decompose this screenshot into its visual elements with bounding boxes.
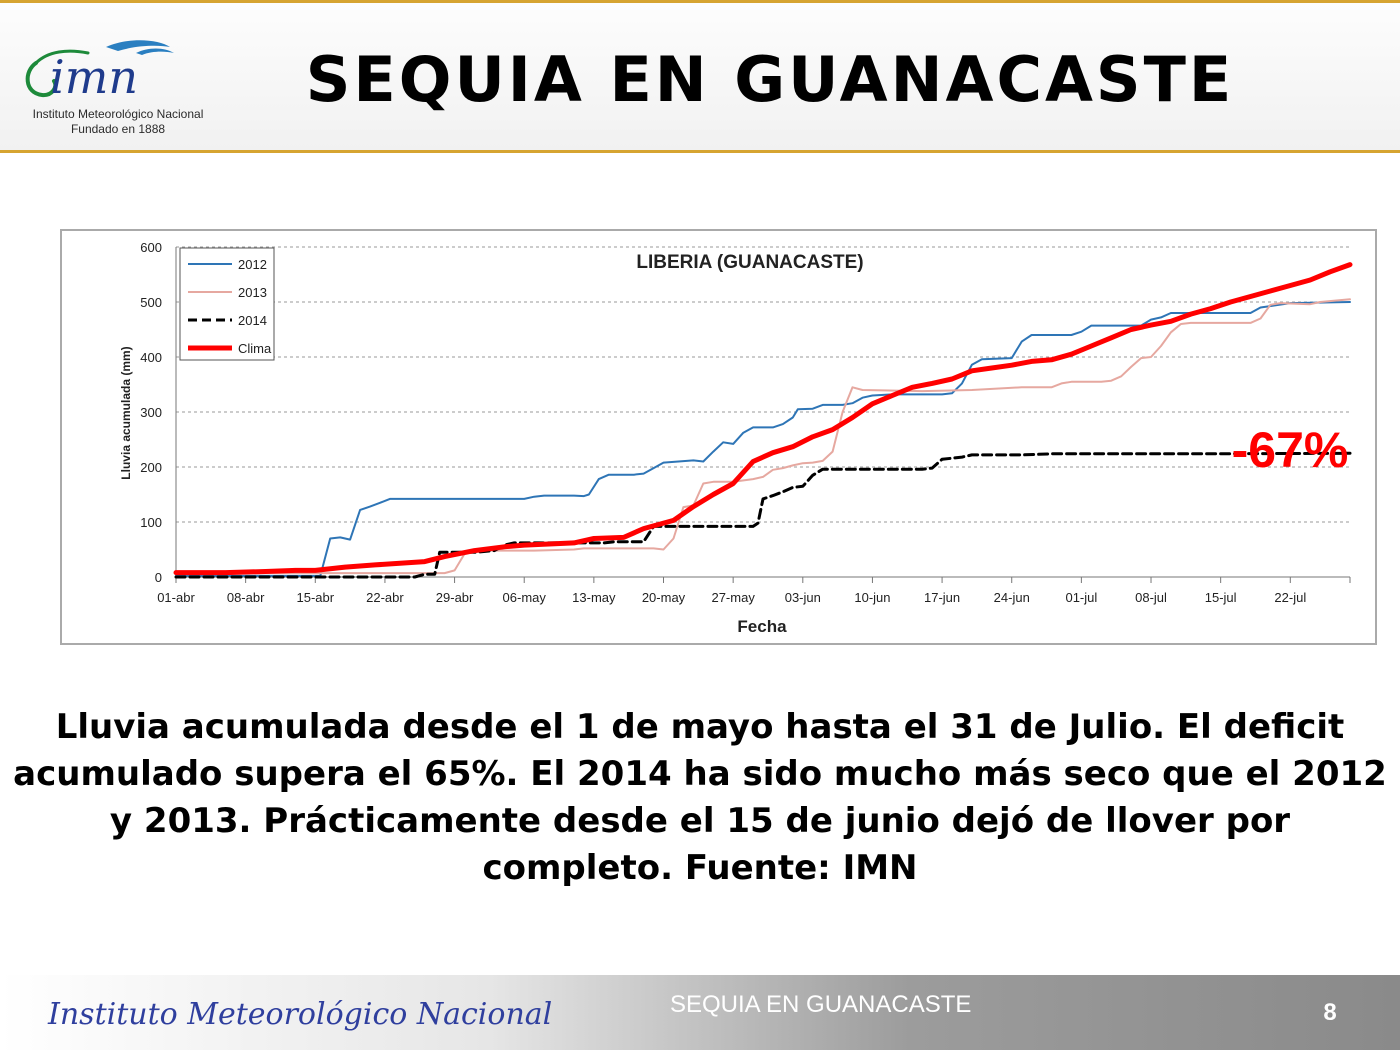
chart-series <box>173 262 1353 579</box>
slide-header: imn Instituto Meteorológico Nacional Fun… <box>0 0 1400 153</box>
x-axis-title: Fecha <box>737 617 787 636</box>
x-tick-label: 08-jul <box>1135 590 1167 605</box>
legend-label-2014: 2014 <box>238 313 267 328</box>
slide-footer: Instituto Meteorológico Nacional SEQUIA … <box>0 975 1400 1050</box>
y-axis-title: Lluvia acumulada (mm) <box>119 346 133 479</box>
y-tick-label: 600 <box>140 240 162 255</box>
x-tick-label: 08-abr <box>227 590 265 605</box>
logo-institution-name: Instituto Meteorológico Nacional <box>32 107 204 121</box>
slide-title: SEQUIA EN GUANACASTE <box>305 43 1235 116</box>
x-tick-label: 22-abr <box>366 590 404 605</box>
series-line-2014 <box>174 451 1352 579</box>
x-tick-label: 29-abr <box>436 590 474 605</box>
chart-legend: 2012 2013 2014 Clima <box>179 247 275 361</box>
chart-title: LIBERIA (GUANACASTE) <box>636 252 863 273</box>
x-tick-label: 27-may <box>711 590 755 605</box>
chart-gridlines <box>176 246 1350 523</box>
logo-founded-line: Fundado en 1888 <box>70 122 166 136</box>
x-tick-label: 17-jun <box>924 590 960 605</box>
x-tick-label: 06-may <box>503 590 547 605</box>
imn-logo: imn Instituto Meteorológico Nacional Fun… <box>18 23 218 141</box>
footer-title: SEQUIA EN GUANACASTE <box>670 991 972 1018</box>
x-tick-label: 20-may <box>642 590 686 605</box>
y-tick-label: 500 <box>140 295 162 310</box>
legend-label-2013: 2013 <box>238 285 267 300</box>
footer-organization: Instituto Meteorológico Nacional <box>48 997 553 1032</box>
x-tick-label: 03-jun <box>785 590 821 605</box>
x-tick-label: 15-jul <box>1205 590 1237 605</box>
x-tick-label: 22-jul <box>1274 590 1306 605</box>
chart-axes: 0 100 200 300 400 500 600 01-abr 08-abr 15-abr 22-… <box>140 240 1351 605</box>
y-tick-label: 300 <box>140 405 162 420</box>
x-tick-label: 13-may <box>572 590 616 605</box>
slide-caption: Lluvia acumulada desde el 1 de mayo hast… <box>13 707 1387 888</box>
chart-frame: 0 100 200 300 400 500 600 01-abr 08-abr 15-abr 22-… <box>60 229 1377 645</box>
x-tick-label: 01-jul <box>1065 590 1097 605</box>
series-line-2012 <box>175 301 1351 577</box>
y-tick-label: 400 <box>140 350 162 365</box>
x-tick-label: 24-jun <box>994 590 1030 605</box>
y-tick-label: 100 <box>140 515 162 530</box>
legend-box <box>179 247 275 361</box>
x-tick-label: 15-abr <box>296 590 334 605</box>
legend-label-clima: Clima <box>238 341 272 356</box>
imn-logo-mark: imn <box>25 40 174 104</box>
x-tick-label: 10-jun <box>854 590 890 605</box>
logo-wordmark: imn <box>50 50 138 104</box>
deficit-annotation: -67% <box>1232 422 1349 478</box>
y-tick-label: 0 <box>155 570 162 585</box>
rainfall-chart: 0 100 200 300 400 500 600 01-abr 08-abr 15-abr 22-… <box>119 240 1353 636</box>
page-number: 8 <box>1323 999 1337 1026</box>
series-line-2013 <box>175 298 1351 575</box>
y-tick-label: 200 <box>140 460 162 475</box>
series-line-clima <box>173 262 1353 576</box>
x-tick-label: 01-abr <box>157 590 195 605</box>
legend-label-2012: 2012 <box>238 257 267 272</box>
